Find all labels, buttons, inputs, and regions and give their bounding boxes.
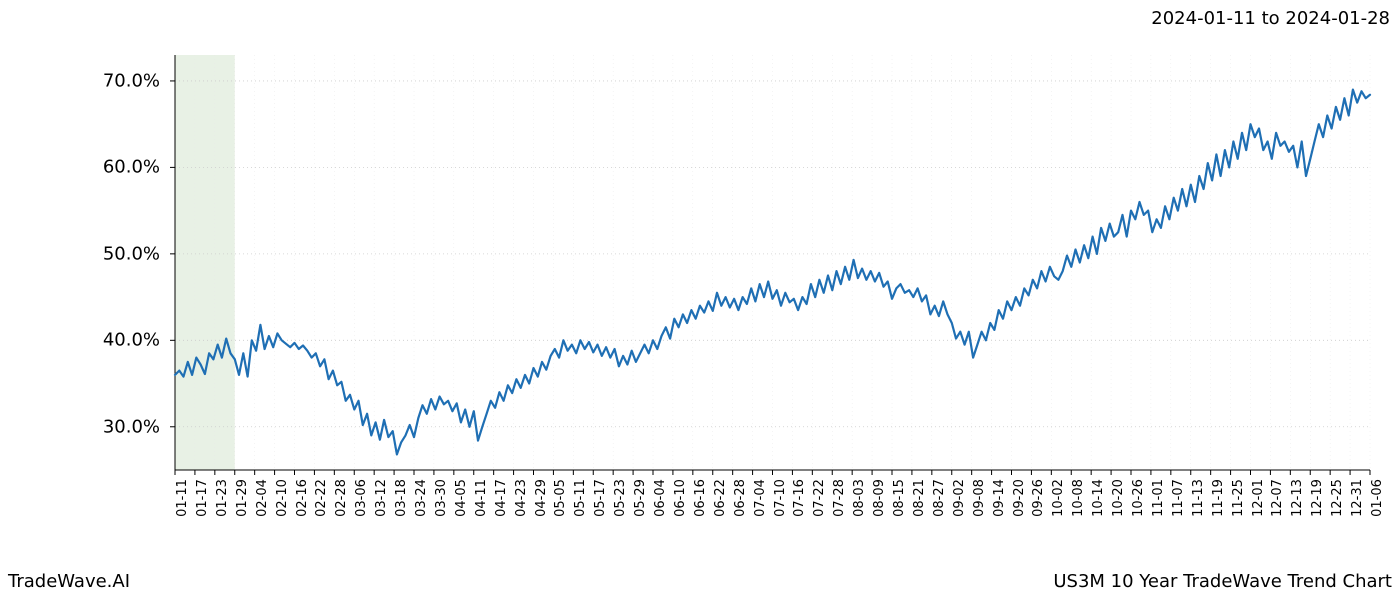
x-tick-label: 01-23 — [215, 479, 230, 517]
x-tick-label: 12-31 — [1350, 479, 1365, 517]
y-tick-label: 30.0% — [0, 416, 160, 437]
x-tick-label: 04-05 — [454, 479, 469, 517]
date-range-label: 2024-01-11 to 2024-01-28 — [1151, 8, 1390, 29]
x-tick-label: 09-08 — [972, 479, 987, 517]
x-tick-label: 04-29 — [534, 479, 549, 517]
x-tick-label: 05-11 — [573, 479, 588, 517]
x-tick-label: 03-12 — [374, 479, 389, 517]
x-tick-label: 06-10 — [673, 479, 688, 517]
x-tick-label: 04-23 — [514, 479, 529, 517]
chart-container: { "header": { "date_range": "2024-01-11 … — [0, 0, 1400, 600]
footer-brand: TradeWave.AI — [8, 571, 130, 592]
x-tick-label: 05-23 — [613, 479, 628, 517]
x-tick-label: 07-04 — [753, 479, 768, 517]
y-tick-label: 70.0% — [0, 70, 160, 91]
x-tick-label: 04-17 — [494, 479, 509, 517]
x-tick-label: 11-01 — [1151, 479, 1166, 517]
x-tick-label: 05-29 — [633, 479, 648, 517]
x-tick-label: 12-13 — [1290, 479, 1305, 517]
x-tick-label: 10-14 — [1091, 479, 1106, 517]
x-tick-label: 09-02 — [952, 479, 967, 517]
x-tick-label: 01-29 — [235, 479, 250, 517]
x-tick-label: 05-05 — [553, 479, 568, 517]
x-tick-label: 01-11 — [175, 479, 190, 517]
x-tick-label: 05-17 — [593, 479, 608, 517]
x-tick-label: 11-13 — [1191, 479, 1206, 517]
x-tick-label: 06-16 — [693, 479, 708, 517]
x-tick-label: 06-04 — [653, 479, 668, 517]
x-tick-label: 03-06 — [354, 479, 369, 517]
x-tick-label: 12-25 — [1330, 479, 1345, 517]
x-tick-label: 02-28 — [334, 479, 349, 517]
x-tick-label: 08-21 — [912, 479, 927, 517]
x-tick-label: 03-30 — [434, 479, 449, 517]
chart-plot-area — [175, 55, 1370, 470]
x-tick-label: 03-18 — [394, 479, 409, 517]
x-tick-label: 10-26 — [1131, 479, 1146, 517]
x-tick-label: 09-20 — [1012, 479, 1027, 517]
x-tick-label: 02-04 — [255, 479, 270, 517]
x-tick-label: 10-20 — [1111, 479, 1126, 517]
x-tick-label: 07-16 — [792, 479, 807, 517]
x-tick-label: 09-26 — [1031, 479, 1046, 517]
x-tick-label: 11-25 — [1231, 479, 1246, 517]
y-tick-label: 40.0% — [0, 330, 160, 351]
x-tick-label: 03-24 — [414, 479, 429, 517]
x-tick-label: 01-17 — [195, 479, 210, 517]
x-tick-label: 08-09 — [872, 479, 887, 517]
x-tick-label: 12-01 — [1251, 479, 1266, 517]
x-tick-label: 12-19 — [1310, 479, 1325, 517]
x-tick-label: 02-22 — [314, 479, 329, 517]
x-tick-label: 07-10 — [773, 479, 788, 517]
x-tick-label: 02-16 — [295, 479, 310, 517]
x-tick-label: 07-28 — [832, 479, 847, 517]
x-tick-label: 11-07 — [1171, 479, 1186, 517]
x-tick-label: 08-27 — [932, 479, 947, 517]
x-tick-label: 07-22 — [812, 479, 827, 517]
x-tick-label: 11-19 — [1211, 479, 1226, 517]
x-tick-label: 02-10 — [275, 479, 290, 517]
y-tick-label: 50.0% — [0, 243, 160, 264]
footer-chart-title: US3M 10 Year TradeWave Trend Chart — [1053, 571, 1392, 592]
x-tick-label: 04-11 — [474, 479, 489, 517]
x-tick-label: 10-08 — [1071, 479, 1086, 517]
x-tick-label: 12-07 — [1270, 479, 1285, 517]
x-tick-label: 08-15 — [892, 479, 907, 517]
x-tick-label: 09-14 — [992, 479, 1007, 517]
x-tick-label: 06-22 — [713, 479, 728, 517]
x-tick-label: 10-02 — [1051, 479, 1066, 517]
x-tick-label: 01-06 — [1370, 479, 1385, 517]
x-tick-label: 08-03 — [852, 479, 867, 517]
x-tick-label: 06-28 — [733, 479, 748, 517]
y-tick-label: 60.0% — [0, 157, 160, 178]
